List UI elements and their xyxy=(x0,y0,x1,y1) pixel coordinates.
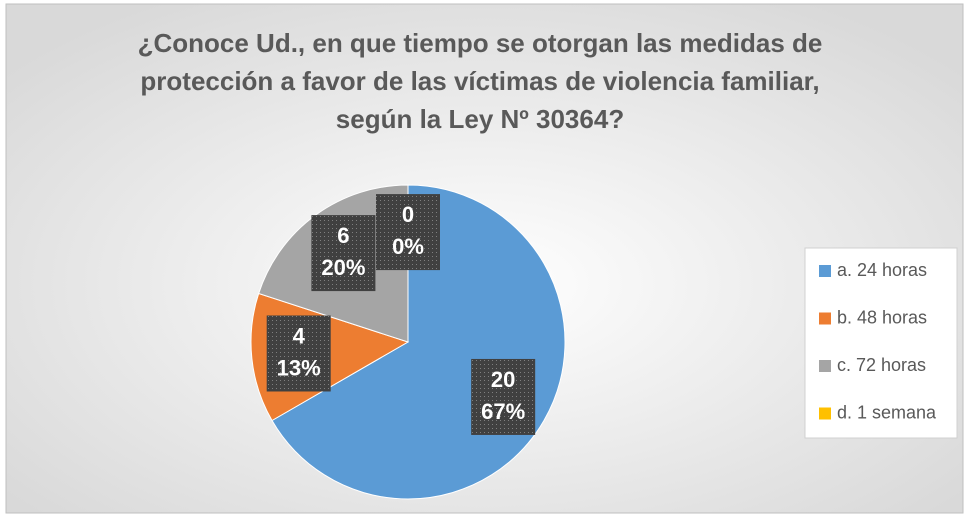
legend-swatch xyxy=(819,360,831,372)
data-label-value: 20 xyxy=(491,367,515,392)
legend-label: a. 24 horas xyxy=(837,260,927,280)
legend-label: b. 48 horas xyxy=(837,307,927,327)
legend-label: d. 1 semana xyxy=(837,402,937,422)
chart-title: protección a favor de las víctimas de vi… xyxy=(140,66,819,96)
data-label-box xyxy=(376,194,440,271)
data-label-percent: 0% xyxy=(392,234,424,259)
data-label-value: 0 xyxy=(402,202,414,227)
data-label-percent: 20% xyxy=(321,255,365,280)
data-label-percent: 13% xyxy=(277,355,321,380)
data-label-value: 6 xyxy=(337,223,349,248)
chart-title: ¿Conoce Ud., en que tiempo se otorgan la… xyxy=(138,28,823,58)
legend-swatch xyxy=(819,265,831,277)
data-label-box xyxy=(311,215,376,292)
data-label-value: 4 xyxy=(293,323,306,348)
data-label-box xyxy=(471,358,536,435)
legend-box xyxy=(804,247,958,439)
legend-swatch xyxy=(819,407,831,420)
legend-swatch xyxy=(819,312,831,325)
data-label-box xyxy=(266,315,331,392)
legend-label: c. 72 horas xyxy=(837,355,926,375)
chart-title: según la Ley Nº 30364? xyxy=(336,104,624,134)
data-label-percent: 67% xyxy=(481,399,525,424)
